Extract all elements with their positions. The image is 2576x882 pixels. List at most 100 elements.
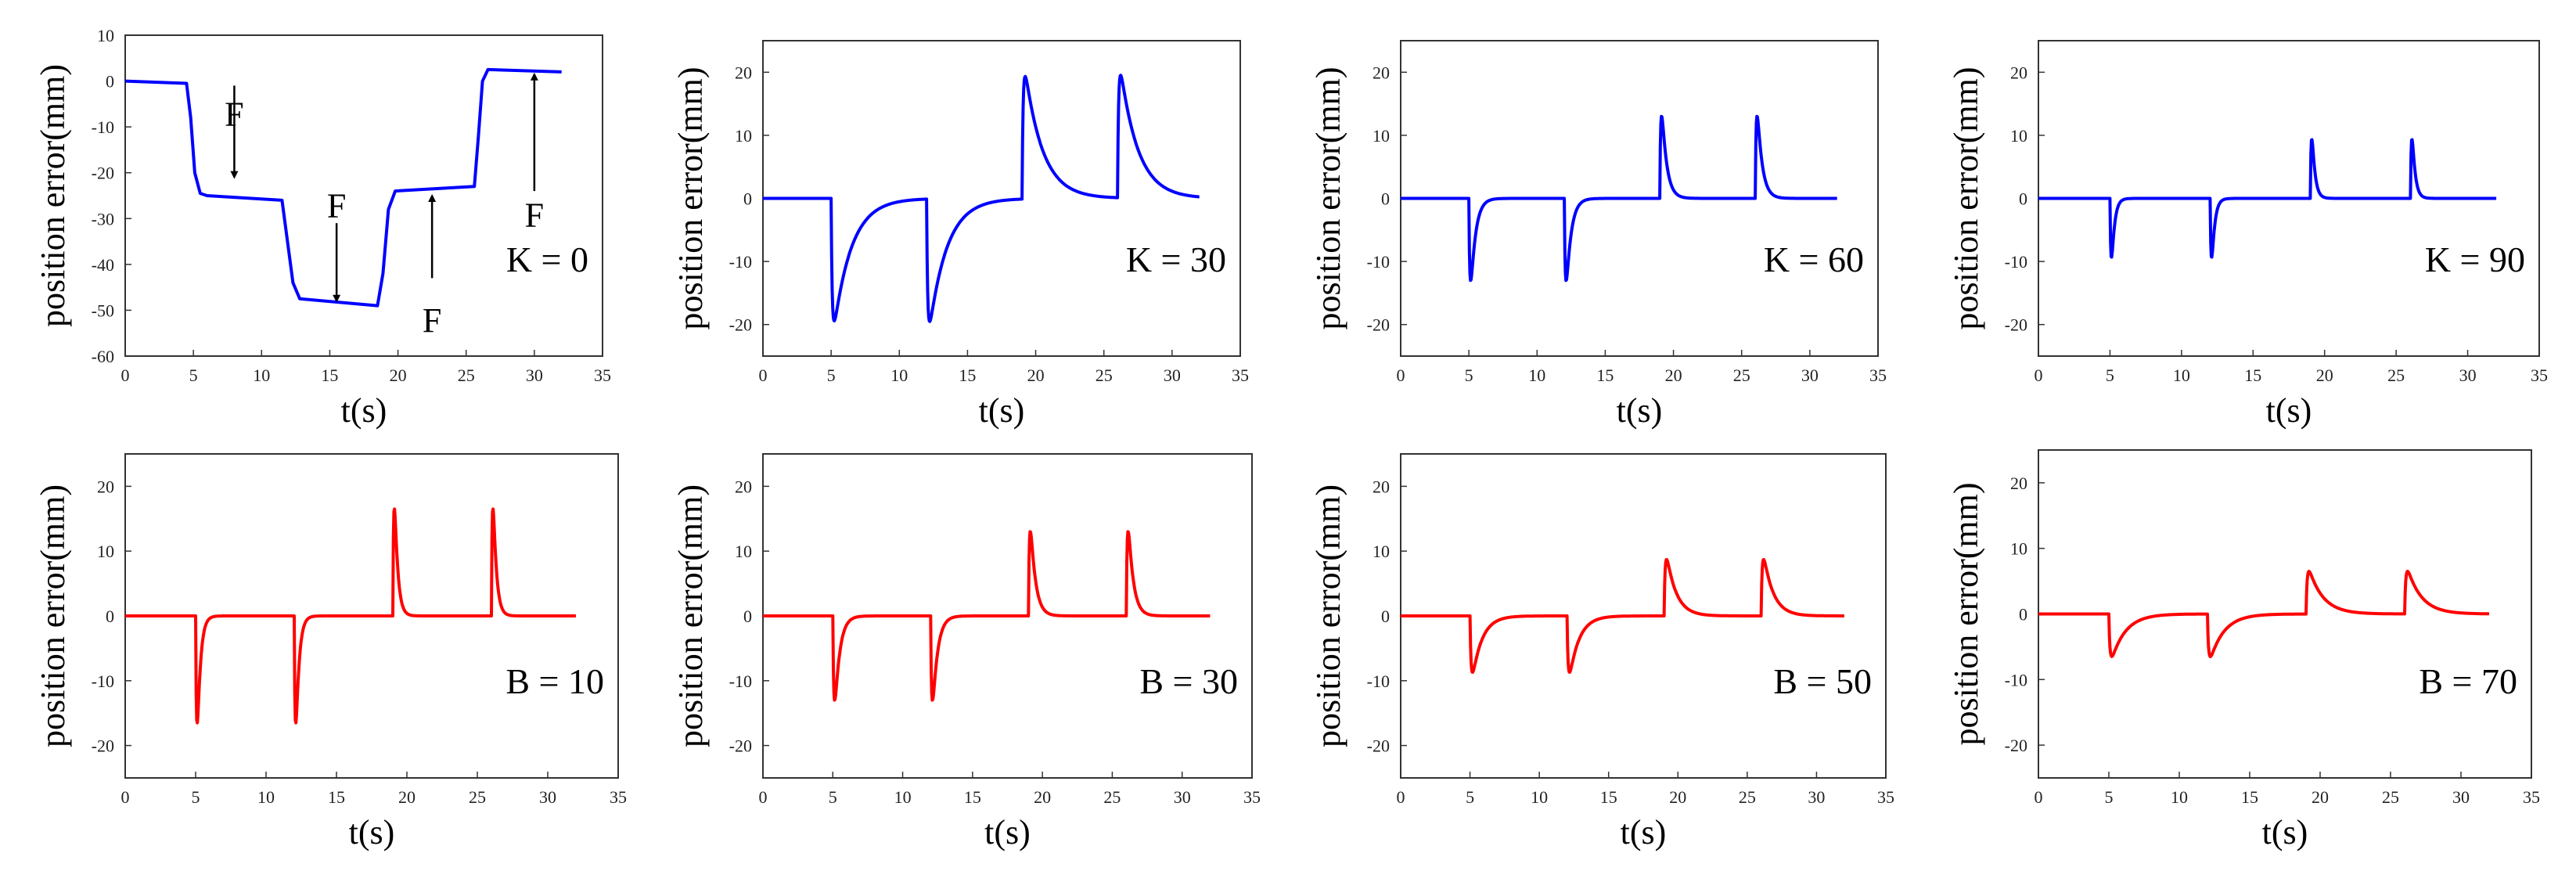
- x-tick-label: 20: [2316, 365, 2333, 385]
- y-tick-label: 0: [1381, 607, 1390, 626]
- x-tick-label: 0: [121, 365, 130, 385]
- x-tick-label: 30: [2459, 365, 2477, 385]
- subplot-4: 0 5 10 15 20 25 30 35 20 10 0 -10 -20 t(s) position er…: [1947, 40, 2548, 430]
- subplot-8: 0 5 10 15 20 25 30 35 20 10 0 -10 -20 t(s) position er…: [1947, 449, 2540, 851]
- y-tick-label: -20: [2005, 315, 2027, 335]
- y-tick-label: -40: [92, 255, 114, 275]
- y-tick-label: 10: [735, 542, 752, 561]
- x-axis-label: t(s): [984, 813, 1031, 851]
- x-tick-label: 35: [2523, 787, 2540, 807]
- x-tick-label: 35: [1243, 787, 1261, 807]
- x-tick-label: 35: [610, 787, 627, 807]
- x-tick-label: 10: [257, 787, 275, 807]
- y-axis-label: position error(mm): [34, 64, 72, 327]
- parameter-annotation: B = 70: [2419, 661, 2517, 701]
- x-tick-label: 5: [827, 365, 836, 385]
- y-tick-label: 20: [735, 63, 752, 82]
- y-tick-label: 0: [743, 189, 752, 209]
- y-tick-label: 20: [2010, 63, 2027, 82]
- parameter-annotation: K = 0: [506, 239, 588, 279]
- x-axis-label: t(s): [2262, 813, 2308, 851]
- y-tick-label: -10: [1367, 252, 1390, 272]
- x-axis-label: t(s): [979, 391, 1025, 430]
- force-label: F: [225, 95, 243, 134]
- series-line: [124, 67, 562, 308]
- parameter-annotation: K = 30: [1126, 239, 1226, 279]
- x-tick-label: 15: [1600, 787, 1617, 807]
- axes-frame: [762, 40, 1241, 357]
- parameter-annotation: B = 10: [505, 661, 604, 701]
- y-tick-label: 20: [735, 477, 752, 496]
- x-tick-label: 35: [1869, 365, 1887, 385]
- x-tick-label: 25: [1096, 365, 1113, 385]
- parameter-annotation: B = 50: [1773, 661, 1872, 701]
- series-line: [1399, 558, 1846, 674]
- y-tick-label: -20: [729, 315, 752, 335]
- x-tick-label: 5: [189, 365, 198, 385]
- x-axis-label: t(s): [349, 813, 395, 851]
- y-tick-label: -10: [1367, 671, 1390, 691]
- y-tick-label: 10: [2010, 539, 2027, 559]
- x-tick-label: 5: [829, 787, 837, 807]
- subplot-2: 0 5 10 15 20 25 30 35 20 10 0 -10 -20 t(s) position er…: [671, 40, 1249, 430]
- x-tick-label: 5: [2105, 787, 2114, 807]
- y-tick-label: 20: [97, 477, 114, 496]
- force-label: F: [525, 196, 544, 234]
- y-tick-label: -10: [2005, 252, 2027, 272]
- y-tick-label: -10: [729, 252, 752, 272]
- y-tick-label: 10: [2010, 126, 2027, 146]
- y-tick-label: 0: [743, 607, 752, 626]
- subplot-6: 0 5 10 15 20 25 30 35 20 10 0 -10 -20 t(s) position er…: [671, 453, 1261, 851]
- x-tick-label: 30: [1174, 787, 1191, 807]
- x-tick-label: 20: [1669, 787, 1686, 807]
- x-tick-label: 5: [2106, 365, 2114, 385]
- x-tick-label: 20: [1034, 787, 1051, 807]
- y-tick-label: -30: [92, 209, 114, 229]
- y-tick-label: 0: [1381, 189, 1390, 209]
- x-tick-label: 25: [1733, 365, 1750, 385]
- x-tick-label: 15: [328, 787, 345, 807]
- y-axis-label: position error(mm): [34, 484, 72, 747]
- force-label: F: [327, 187, 346, 225]
- y-tick-label: -10: [92, 117, 114, 137]
- x-tick-label: 10: [894, 787, 912, 807]
- y-tick-label: 10: [97, 542, 114, 561]
- series-line: [2037, 138, 2498, 259]
- x-tick-label: 20: [2312, 787, 2329, 807]
- y-tick-label: 0: [106, 72, 114, 92]
- subplot-7: 0 5 10 15 20 25 30 35 20 10 0 -10 -20 t(s) position er…: [1309, 453, 1894, 851]
- x-tick-label: 10: [2171, 787, 2188, 807]
- y-tick-label: -10: [2005, 670, 2027, 689]
- x-tick-label: 15: [2241, 787, 2258, 807]
- x-tick-label: 35: [1232, 365, 1249, 385]
- x-tick-label: 20: [398, 787, 416, 807]
- force-label: F: [423, 301, 441, 340]
- parameter-annotation: B = 30: [1139, 661, 1238, 701]
- parameter-annotation: K = 90: [2425, 239, 2525, 279]
- x-tick-label: 25: [1739, 787, 1756, 807]
- x-tick-label: 10: [2173, 365, 2190, 385]
- x-tick-label: 30: [526, 365, 543, 385]
- y-tick-label: 10: [735, 126, 752, 146]
- x-tick-label: 30: [2452, 787, 2470, 807]
- y-tick-label: 20: [2010, 473, 2027, 493]
- x-tick-label: 0: [1397, 787, 1405, 807]
- y-tick-label: -20: [92, 164, 114, 183]
- subplot-5: 0 5 10 15 20 25 30 35 20 10 0 -10 -20 t(s) position er…: [34, 453, 627, 851]
- x-tick-label: 0: [2035, 365, 2043, 385]
- x-tick-label: 10: [890, 365, 908, 385]
- x-tick-label: 20: [1027, 365, 1045, 385]
- y-tick-label: -20: [1367, 315, 1390, 335]
- y-tick-label: 10: [97, 26, 114, 45]
- y-axis-label: position error(mm): [1947, 482, 1985, 745]
- x-tick-label: 20: [390, 365, 407, 385]
- x-tick-label: 35: [2531, 365, 2548, 385]
- x-tick-label: 25: [2382, 787, 2399, 807]
- y-tick-label: 0: [106, 607, 114, 626]
- y-tick-label: -10: [729, 671, 752, 691]
- x-tick-label: 30: [539, 787, 556, 807]
- x-tick-label: 15: [2244, 365, 2261, 385]
- x-tick-label: 10: [1531, 787, 1548, 807]
- x-tick-label: 35: [594, 365, 611, 385]
